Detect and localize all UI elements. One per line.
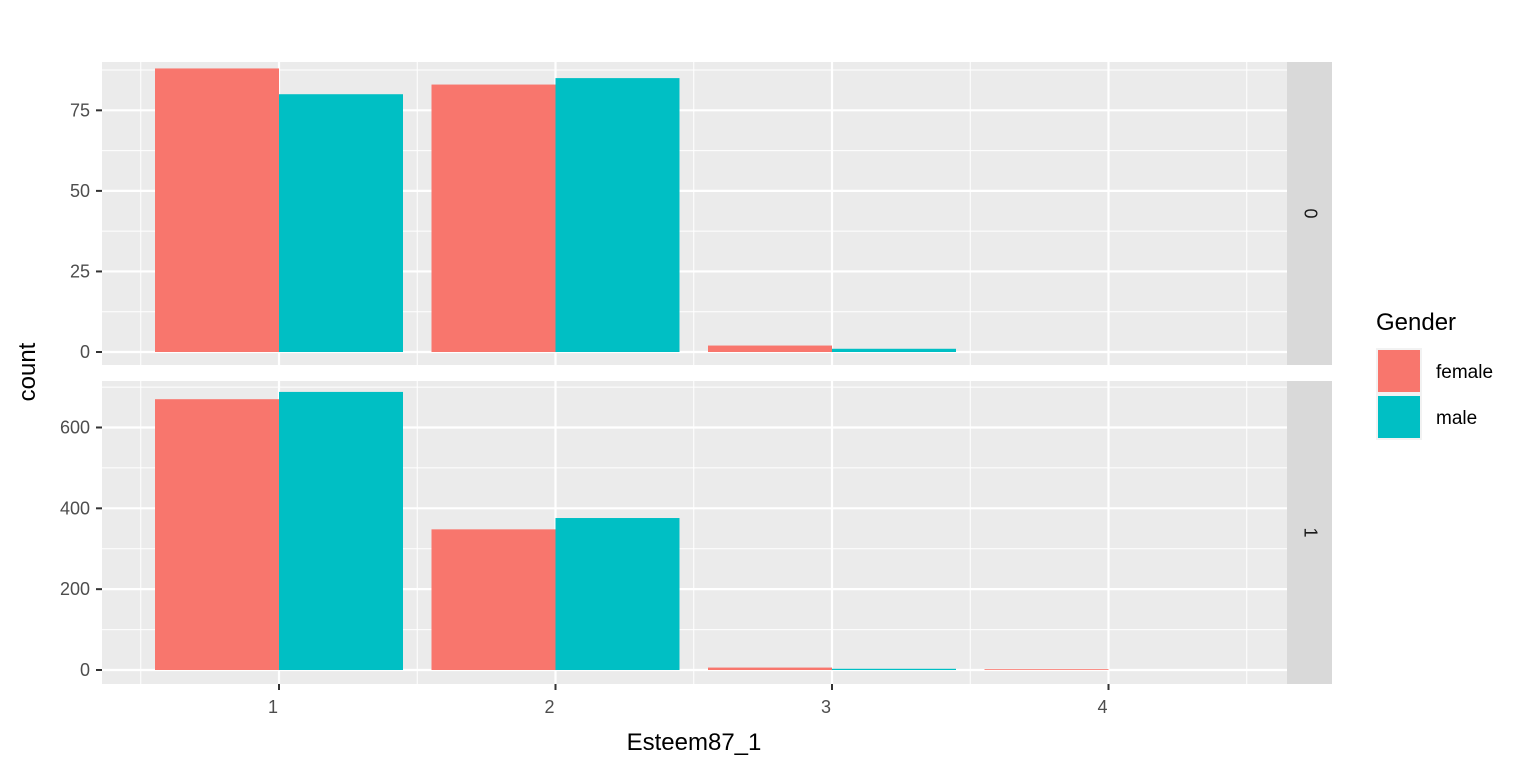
bar-male-1	[279, 94, 403, 352]
x-tick-label: 1	[268, 697, 278, 717]
legend: Gender female male	[1376, 309, 1493, 440]
facet-strip-label: 0	[1301, 208, 1321, 218]
x-tick-label: 2	[544, 697, 554, 717]
x-tick-label: 3	[821, 697, 831, 717]
x-axis: 1 2 3 4	[268, 684, 1110, 717]
bar-female-1	[155, 68, 279, 352]
y-tick-label: 400	[60, 498, 90, 518]
legend-swatch-female	[1378, 350, 1420, 392]
bar-male-2	[555, 78, 680, 352]
x-axis-title: Esteem87_1	[627, 729, 762, 756]
y-tick-label: 75	[70, 100, 90, 120]
y-tick-label: 0	[80, 342, 90, 362]
legend-label-male: male	[1436, 408, 1477, 429]
panel-1: 0 200 400 600 1	[60, 381, 1332, 684]
panel-0: 0 25 50 75 0	[70, 62, 1332, 365]
bar-female-3	[708, 667, 832, 670]
chart-panels: 0 25 50 75 0 0 200 400 600 1 1 2 3 4	[60, 62, 1332, 717]
bar-female-3	[708, 345, 832, 352]
bar-male-3	[832, 668, 956, 670]
bar-female-2	[431, 529, 556, 670]
facet-strip	[1287, 62, 1332, 365]
legend-swatch-male	[1378, 396, 1420, 438]
legend-label-female: female	[1436, 362, 1493, 383]
y-tick-label: 25	[70, 261, 90, 281]
facet-strip-label: 1	[1301, 527, 1321, 537]
y-tick-label: 200	[60, 579, 90, 599]
bar-female-4	[984, 669, 1109, 670]
y-tick-label: 50	[70, 181, 90, 201]
y-axis-title: count	[14, 342, 41, 401]
bar-male-3	[832, 348, 956, 352]
y-tick-label: 600	[60, 417, 90, 437]
bar-female-1	[155, 399, 279, 670]
x-tick-label: 4	[1097, 697, 1107, 717]
bar-male-1	[279, 391, 403, 670]
legend-title: Gender	[1376, 309, 1456, 336]
y-tick-label: 0	[80, 660, 90, 680]
facet-strip	[1287, 381, 1332, 684]
bar-female-2	[431, 84, 556, 353]
bar-male-2	[555, 518, 680, 670]
